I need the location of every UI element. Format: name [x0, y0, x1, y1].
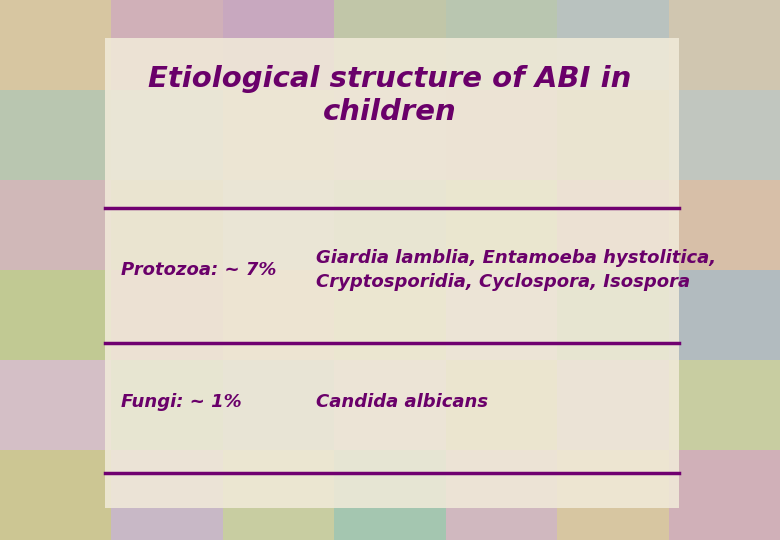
- Bar: [557, 270, 668, 360]
- Bar: [223, 270, 335, 360]
- Bar: [445, 450, 557, 540]
- Bar: [223, 450, 335, 540]
- Bar: [668, 90, 780, 180]
- Bar: [112, 180, 223, 270]
- Bar: [223, 270, 335, 360]
- Bar: [335, 360, 445, 450]
- Bar: [223, 180, 335, 270]
- Bar: [445, 90, 557, 180]
- Bar: [0, 360, 112, 450]
- Bar: [223, 0, 335, 90]
- Bar: [668, 270, 780, 360]
- Bar: [0, 90, 112, 180]
- Bar: [557, 0, 668, 90]
- Bar: [335, 90, 445, 180]
- Bar: [0, 270, 112, 360]
- Bar: [668, 0, 780, 90]
- Bar: [445, 360, 557, 450]
- Bar: [112, 360, 223, 450]
- Bar: [335, 360, 445, 450]
- Bar: [0, 450, 112, 540]
- Bar: [445, 180, 557, 270]
- Bar: [223, 90, 335, 180]
- Bar: [105, 38, 679, 508]
- Text: Giardia lamblia, Entamoeba hystolitica,
Cryptosporidia, Cyclospora, Isospora: Giardia lamblia, Entamoeba hystolitica, …: [316, 249, 716, 291]
- Bar: [557, 270, 668, 360]
- Bar: [112, 450, 223, 540]
- Text: Fungi: ~ 1%: Fungi: ~ 1%: [121, 393, 242, 411]
- Bar: [0, 0, 112, 90]
- Bar: [668, 360, 780, 450]
- Bar: [335, 450, 445, 540]
- Bar: [445, 270, 557, 360]
- Bar: [0, 450, 112, 540]
- Bar: [112, 270, 223, 360]
- Bar: [557, 360, 668, 450]
- Bar: [0, 0, 112, 90]
- Text: Protozoa: ~ 7%: Protozoa: ~ 7%: [121, 261, 276, 279]
- Bar: [557, 90, 668, 180]
- Bar: [335, 90, 445, 180]
- Bar: [112, 90, 223, 180]
- Bar: [668, 180, 780, 270]
- Bar: [557, 360, 668, 450]
- Bar: [112, 450, 223, 540]
- Bar: [445, 90, 557, 180]
- Bar: [223, 360, 335, 450]
- Bar: [445, 0, 557, 90]
- Bar: [335, 270, 445, 360]
- Bar: [223, 0, 335, 90]
- Bar: [668, 0, 780, 90]
- Bar: [335, 0, 445, 90]
- Bar: [557, 180, 668, 270]
- Bar: [335, 270, 445, 360]
- Bar: [335, 0, 445, 90]
- Bar: [668, 450, 780, 540]
- Bar: [223, 90, 335, 180]
- Bar: [223, 450, 335, 540]
- Bar: [557, 450, 668, 540]
- Bar: [445, 270, 557, 360]
- Bar: [668, 270, 780, 360]
- Bar: [0, 90, 112, 180]
- Bar: [668, 180, 780, 270]
- Bar: [445, 450, 557, 540]
- Bar: [557, 450, 668, 540]
- Bar: [0, 270, 112, 360]
- Bar: [112, 270, 223, 360]
- Bar: [557, 90, 668, 180]
- Bar: [112, 0, 223, 90]
- Bar: [112, 360, 223, 450]
- Bar: [112, 0, 223, 90]
- Bar: [445, 360, 557, 450]
- Bar: [0, 180, 112, 270]
- Bar: [557, 180, 668, 270]
- Bar: [557, 0, 668, 90]
- Bar: [668, 90, 780, 180]
- Bar: [112, 180, 223, 270]
- Bar: [223, 180, 335, 270]
- Bar: [335, 450, 445, 540]
- Bar: [223, 360, 335, 450]
- Bar: [112, 90, 223, 180]
- Bar: [668, 360, 780, 450]
- Text: Candida albicans: Candida albicans: [316, 393, 488, 411]
- Bar: [445, 0, 557, 90]
- Bar: [0, 360, 112, 450]
- Bar: [0, 180, 112, 270]
- Bar: [335, 180, 445, 270]
- Bar: [335, 180, 445, 270]
- Bar: [445, 180, 557, 270]
- Text: Etiological structure of ABI in
children: Etiological structure of ABI in children: [148, 65, 632, 126]
- Bar: [668, 450, 780, 540]
